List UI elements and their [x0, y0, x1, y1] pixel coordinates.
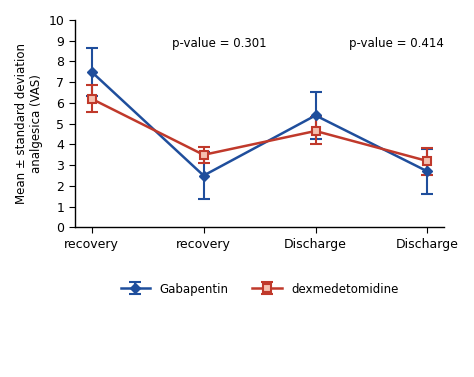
Text: p-value = 0.414: p-value = 0.414	[349, 37, 444, 50]
Y-axis label: Mean ± standard deviation
analgesica (VAS): Mean ± standard deviation analgesica (VA…	[15, 43, 43, 204]
Text: p-value = 0.301: p-value = 0.301	[172, 37, 267, 50]
Legend: Gabapentin, dexmedetomidine: Gabapentin, dexmedetomidine	[116, 278, 403, 300]
